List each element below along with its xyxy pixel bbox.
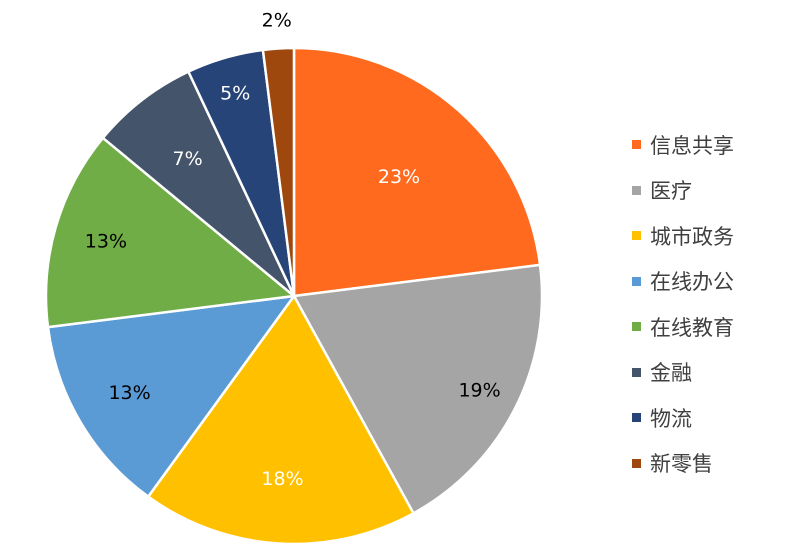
pie-slice-6 xyxy=(101,70,296,298)
legend-label: 城市政务 xyxy=(650,224,734,249)
data-label-4: 13% xyxy=(108,382,150,404)
legend-swatch xyxy=(632,367,641,377)
data-label-6: 7% xyxy=(173,148,203,170)
data-label-8: 2% xyxy=(262,10,292,32)
legend-label: 新零售 xyxy=(650,452,713,477)
legend-label: 物流 xyxy=(650,406,692,431)
legend-swatch xyxy=(632,276,641,286)
legend-label: 在线教育 xyxy=(650,315,734,340)
data-label-5: 13% xyxy=(85,230,127,252)
legend-item-6: 金融 xyxy=(632,350,734,396)
legend-item-3: 城市政务 xyxy=(632,213,734,259)
legend-item-7: 物流 xyxy=(632,395,734,441)
data-label-2: 19% xyxy=(458,380,500,402)
legend-swatch xyxy=(632,322,641,332)
pie-slice-4 xyxy=(46,294,296,498)
pie-slice-1 xyxy=(292,46,542,298)
legend-label: 金融 xyxy=(650,361,692,386)
legend-swatch xyxy=(632,185,641,195)
pie-slice-2 xyxy=(292,263,544,515)
legend: 信息共享医疗城市政务在线办公在线教育金融物流新零售 xyxy=(632,122,734,486)
pie-slice-3 xyxy=(146,294,415,546)
data-label-1: 23% xyxy=(378,166,420,188)
legend-swatch xyxy=(632,140,641,150)
legend-label: 在线办公 xyxy=(650,270,734,295)
legend-swatch xyxy=(632,413,641,423)
legend-swatch xyxy=(632,231,641,241)
legend-item-2: 医疗 xyxy=(632,168,734,214)
data-label-3: 18% xyxy=(261,468,303,490)
legend-item-5: 在线教育 xyxy=(632,304,734,350)
data-label-7: 5% xyxy=(220,83,250,105)
pie-slice-8 xyxy=(261,46,296,298)
legend-label: 信息共享 xyxy=(650,133,734,158)
legend-label: 医疗 xyxy=(650,179,692,204)
legend-item-8: 新零售 xyxy=(632,441,734,487)
legend-item-1: 信息共享 xyxy=(632,122,734,168)
pie-slice-5 xyxy=(44,136,296,329)
legend-swatch xyxy=(632,458,641,468)
legend-item-4: 在线办公 xyxy=(632,259,734,305)
